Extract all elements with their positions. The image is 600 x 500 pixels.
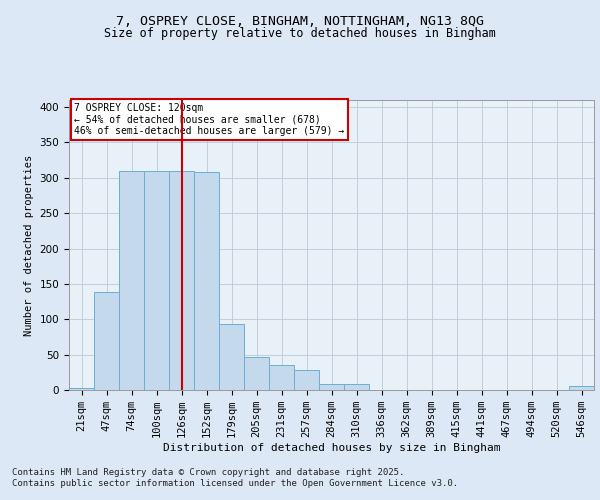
Bar <box>69 388 94 390</box>
Bar <box>194 172 219 390</box>
Bar <box>294 370 319 390</box>
Text: Contains HM Land Registry data © Crown copyright and database right 2025.
Contai: Contains HM Land Registry data © Crown c… <box>12 468 458 487</box>
Text: Size of property relative to detached houses in Bingham: Size of property relative to detached ho… <box>104 28 496 40</box>
Bar <box>269 365 294 390</box>
Bar <box>569 386 594 390</box>
Y-axis label: Number of detached properties: Number of detached properties <box>24 154 34 336</box>
Text: 7 OSPREY CLOSE: 120sqm
← 54% of detached houses are smaller (678)
46% of semi-de: 7 OSPREY CLOSE: 120sqm ← 54% of detached… <box>74 103 344 136</box>
Bar <box>119 170 144 390</box>
Bar <box>94 292 119 390</box>
Bar <box>144 170 169 390</box>
Bar <box>344 384 369 390</box>
Bar <box>319 384 344 390</box>
Bar <box>219 324 244 390</box>
Bar <box>169 170 194 390</box>
X-axis label: Distribution of detached houses by size in Bingham: Distribution of detached houses by size … <box>163 443 500 453</box>
Text: 7, OSPREY CLOSE, BINGHAM, NOTTINGHAM, NG13 8QG: 7, OSPREY CLOSE, BINGHAM, NOTTINGHAM, NG… <box>116 15 484 28</box>
Bar <box>244 358 269 390</box>
